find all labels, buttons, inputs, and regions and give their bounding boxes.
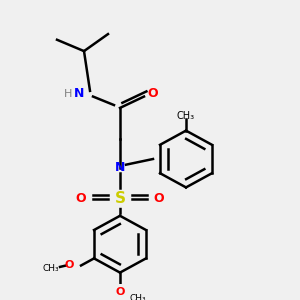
- Text: H: H: [64, 89, 73, 99]
- Text: CH₃: CH₃: [130, 294, 146, 300]
- Text: O: O: [64, 260, 74, 271]
- Text: O: O: [148, 87, 158, 100]
- Text: O: O: [154, 192, 164, 205]
- Text: CH₃: CH₃: [43, 264, 59, 273]
- Text: CH₃: CH₃: [177, 111, 195, 122]
- Text: S: S: [115, 191, 125, 206]
- Text: O: O: [76, 192, 86, 205]
- Text: N: N: [74, 87, 85, 100]
- Text: O: O: [115, 287, 125, 298]
- Text: N: N: [115, 161, 125, 174]
